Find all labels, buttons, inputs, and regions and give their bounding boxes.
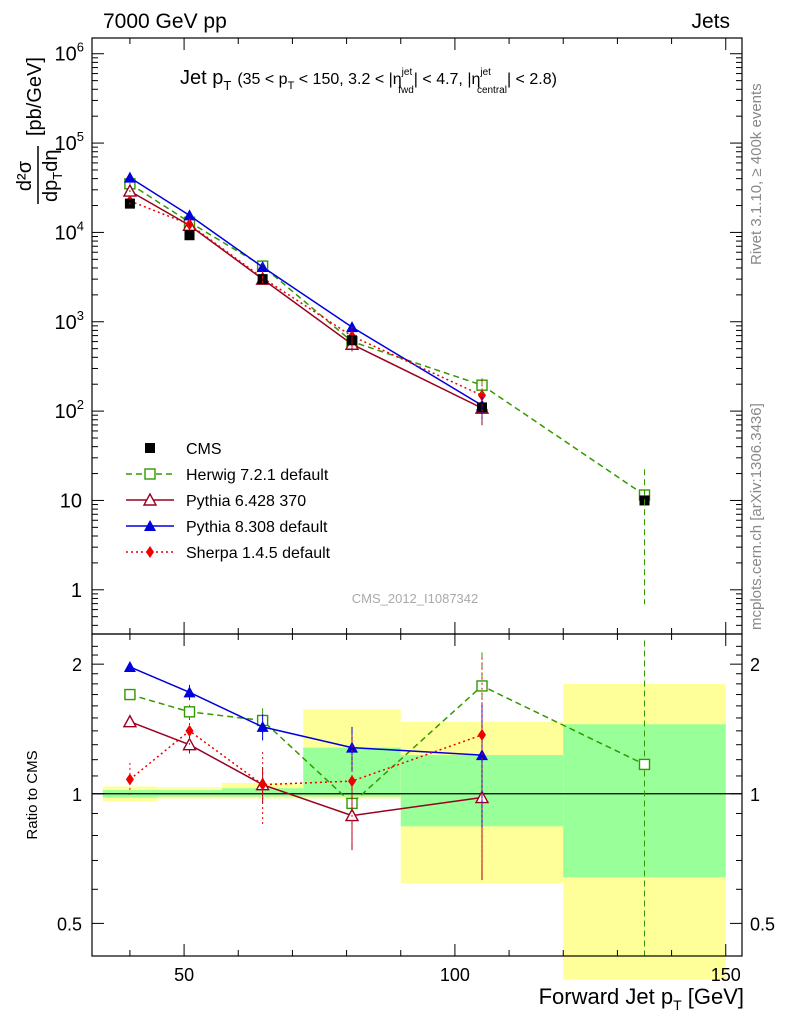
y-tick-label: 105 [55,129,84,155]
ratio-point [348,775,356,788]
header-right: Jets [691,10,730,33]
ratio-tick-label-left: 1 [72,785,82,805]
ratio-point [256,720,269,732]
y-tick-label: 104 [55,218,84,244]
y-tick-label: 1 [71,580,82,602]
legend-label: CMS [186,441,222,458]
legend-item: Pythia 8.308 default [126,519,328,536]
title-main: Jet p [180,67,223,89]
title-end: | < 2.8) [507,71,557,88]
ratio-point [183,686,196,698]
side-mcplots-text: mcplots.cern.ch [arXiv:1306.3436] [748,403,765,630]
title-mid: | < 4.7, |η [414,71,481,88]
title-cen-sub: central [477,85,507,96]
legend-label: Herwig 7.2.1 default [186,467,329,484]
main-plot-layer [122,171,651,605]
plot-title: Jet pT (35 < pT < 150, 3.2 < |ηjet fwd| < … [180,67,557,96]
ratio-tick-label-right: 2 [750,655,760,675]
legend-label: Pythia 8.308 default [186,519,328,536]
ratio-point [123,660,136,672]
ratio-point [183,706,196,718]
ratio-tick-label-left: 2 [72,655,82,675]
legend-item: Herwig 7.2.1 default [126,467,329,484]
ratio-point [124,688,136,701]
ratio-plot-layer [122,640,651,956]
legend-marker [144,468,156,480]
legend-marker [145,443,155,453]
ratio-point [258,778,267,791]
title-cen-sup: jet [479,67,491,78]
axes-layer: 50 100 150 1 10 102 103 104 105 106 0.5 0.5 1 1 2 2 [55,37,775,985]
y-tick-label: 10 [60,490,82,512]
side-rivet-text: Rivet 3.1.10, ≥ 400k events [748,83,765,265]
ratio-tick-label-left: 0.5 [57,914,82,934]
title-fwd-sub: fwd [398,85,414,96]
ratio-tick-label-right: 0.5 [750,914,775,934]
title-detail-tail: < 150, 3.2 < |η [294,71,401,88]
x-tick-label: 50 [174,965,194,985]
legend: CMS Herwig 7.2.1 default Pythia 6.428 370 P… [126,441,331,562]
x-tick-label: 100 [440,965,470,985]
legend-marker [142,492,158,506]
ratio-point [125,773,134,786]
title-detail-sub: T [288,80,295,92]
x-tick-label: 150 [711,965,741,985]
title-fwd-sup: jet [401,67,413,78]
legend-item: CMS [145,441,222,458]
ratio-point [478,728,486,741]
y-tick-label: 106 [55,40,84,66]
ratio-plot-frame [91,633,743,957]
legend-marker [144,520,156,531]
y-label-unit: [pb/GeV] [24,57,46,136]
title-detail: (35 < p [237,71,287,88]
legend-label: Sherpa 1.4.5 default [186,545,331,562]
legend-item: Pythia 6.428 370 [126,492,306,510]
header-left: 7000 GeV pp [103,10,227,33]
x-axis-label: Forward Jet pT [GeV] [539,984,744,1013]
ratio-y-label: Ratio to CMS [24,750,41,839]
legend-item: Sherpa 1.4.5 default [126,545,331,562]
data-point [184,230,195,241]
ratio-point [638,758,651,771]
ratio-point [122,714,138,728]
y-axis-label: d²σ dpTdη [pb/GeV] [14,57,65,204]
legend-label: Pythia 6.428 370 [186,493,306,510]
ratio-line [129,729,483,786]
ratio-series-sherpa-1-4-5-default [125,657,486,869]
y-label-num: d²σ [14,160,36,191]
y-tick-label: 103 [55,308,84,334]
title-main-sub: T [223,78,231,93]
ratio-point [346,741,358,753]
ratio-tick-label-right: 1 [750,785,760,805]
series-line [129,183,645,496]
ratio-line [129,685,645,805]
y-tick-label: 102 [55,397,84,423]
legend-marker [146,546,154,558]
ratio-point [476,680,488,692]
ratio-point [185,724,194,737]
y-label-den: dpTdη [40,150,65,202]
analysis-watermark: CMS_2012_I1087342 [352,591,479,606]
